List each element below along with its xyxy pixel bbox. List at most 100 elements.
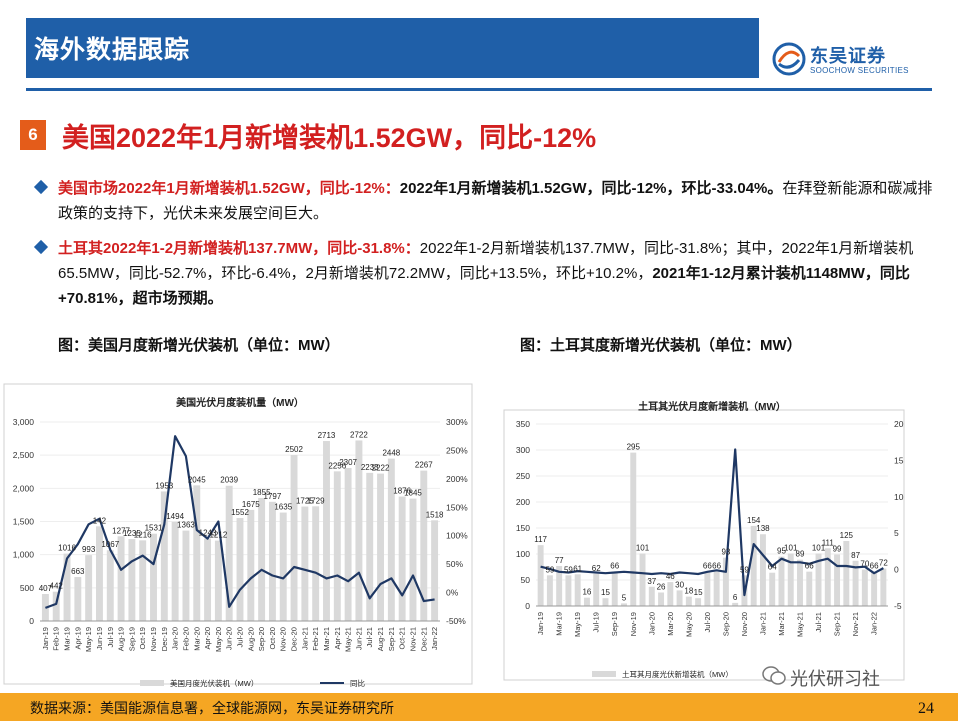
data-label: 1725: [296, 497, 314, 506]
section-number: 6: [20, 120, 46, 150]
data-label: 18: [684, 587, 693, 596]
x-tick-label: May-21: [344, 627, 353, 652]
bar: [658, 592, 665, 606]
data-label: 1552: [231, 508, 249, 517]
x-tick-label: May-19: [84, 627, 93, 652]
x-tick-label: Jul-21: [365, 627, 374, 647]
x-tick-label: Mar-21: [322, 627, 331, 651]
data-label: 154: [747, 516, 761, 525]
x-tick-label: Jan-21: [758, 612, 767, 635]
bar: [537, 545, 544, 606]
bar: [565, 575, 572, 606]
y2-tick-label: 300%: [446, 417, 468, 427]
data-label: 1518: [426, 510, 444, 519]
bar: [128, 539, 136, 621]
y-tick-label: 1,500: [13, 517, 35, 527]
bar: [214, 540, 222, 621]
data-label: 66: [712, 562, 721, 571]
data-label: 2267: [415, 461, 433, 470]
bar: [52, 591, 60, 621]
bullet-usa: 美国市场2022年1月新增装机1.52GW，同比-12%：2022年1月新增装机…: [33, 176, 936, 228]
data-label: 15: [694, 588, 703, 597]
data-label: 2039: [220, 476, 238, 485]
x-tick-label: Nov-20: [279, 627, 288, 651]
bar: [676, 590, 683, 606]
y-tick-label: 2,000: [13, 483, 35, 493]
turkey-chart: 土耳其光伏月度新增装机（MW） 0 50 100 150 200 250 300 350 -5 0 5…: [503, 400, 905, 681]
bar: [268, 501, 276, 621]
data-label: 77: [555, 556, 564, 565]
x-tick-label: May-20: [214, 627, 223, 652]
y-tick-label: 2,500: [13, 450, 35, 460]
x-tick-label: Jan-20: [171, 627, 180, 650]
bar: [824, 548, 831, 606]
bar: [96, 526, 103, 621]
data-label: 93: [721, 548, 730, 557]
y2-tick-label: 15: [894, 455, 904, 465]
bar: [398, 496, 406, 621]
x-tick-label: Jul-20: [703, 612, 712, 632]
bullet-rest: 2022年1-2月新增装机137.7MW，同比-31.8%；其中，2022年1月…: [58, 240, 914, 282]
bar: [685, 596, 692, 606]
bar: [355, 440, 363, 621]
x-tick-label: Mar-19: [555, 612, 564, 636]
series-line: [540, 448, 884, 597]
watermark: 光伏研习社: [790, 669, 880, 689]
data-label: 66: [805, 562, 814, 571]
x-tick-label: Jan-22: [430, 627, 439, 650]
data-label: 2722: [350, 430, 368, 439]
bar: [279, 512, 287, 621]
x-tick-label: Nov-20: [740, 612, 749, 636]
bar: [880, 568, 887, 606]
y-tick-label: 3,000: [13, 417, 35, 427]
x-tick-label: Dec-19: [160, 627, 169, 651]
x-tick-label: Jul-20: [236, 627, 245, 647]
bar: [787, 553, 794, 606]
x-tick-label: Jul-21: [814, 612, 823, 632]
x-tick-label: Jul-19: [106, 627, 115, 647]
x-tick-label: Jun-19: [95, 627, 104, 650]
bar: [861, 569, 868, 606]
bar: [852, 560, 859, 606]
data-label: 59: [740, 565, 749, 574]
bar: [117, 536, 125, 621]
data-label: 407: [39, 584, 53, 593]
data-label: 1494: [166, 512, 184, 521]
bar: [171, 521, 179, 621]
data-label: 2045: [188, 475, 206, 484]
x-tick-label: Jan-20: [647, 612, 656, 635]
usa-chart: 美国光伏月度装机量（MW） 0 500 1,000 1,500 2,000 2,500 3,0…: [3, 383, 473, 688]
bar: [806, 571, 813, 606]
data-label: 1876: [393, 487, 411, 496]
data-label: 61: [573, 564, 582, 573]
x-tick-label: Aug-21: [376, 627, 385, 651]
data-label: 295: [627, 443, 641, 452]
legend-label: 美国月度光伏装机（MW）: [170, 678, 258, 688]
bar: [377, 473, 384, 621]
data-label: 16: [582, 588, 591, 597]
bar: [611, 571, 618, 606]
x-tick-label: Feb-20: [181, 627, 190, 651]
bar: [843, 541, 850, 606]
bar: [160, 491, 168, 621]
data-label: 663: [71, 567, 85, 576]
x-tick-label: Oct-20: [268, 627, 277, 650]
x-tick-label: Sep-20: [721, 612, 730, 636]
bar: [602, 598, 609, 606]
data-label: 1797: [264, 492, 282, 501]
bar: [409, 498, 417, 621]
caption-usa: 图：美国月度新增光伏装机（单位：MW）: [58, 337, 340, 354]
diamond-icon: [33, 179, 49, 195]
bar: [769, 572, 776, 606]
bar: [667, 582, 674, 606]
data-label: 1235: [123, 529, 141, 538]
y-tick-label: 500: [20, 583, 34, 593]
bar: [639, 553, 646, 606]
y2-tick-label: -50%: [446, 616, 466, 626]
header-bar: [26, 18, 759, 78]
x-tick-label: May-19: [573, 612, 582, 637]
x-tick-label: Mar-20: [192, 627, 201, 651]
data-label: 46: [666, 572, 675, 581]
data-label: 87: [851, 551, 860, 560]
y2-tick-label: -5: [894, 601, 902, 611]
